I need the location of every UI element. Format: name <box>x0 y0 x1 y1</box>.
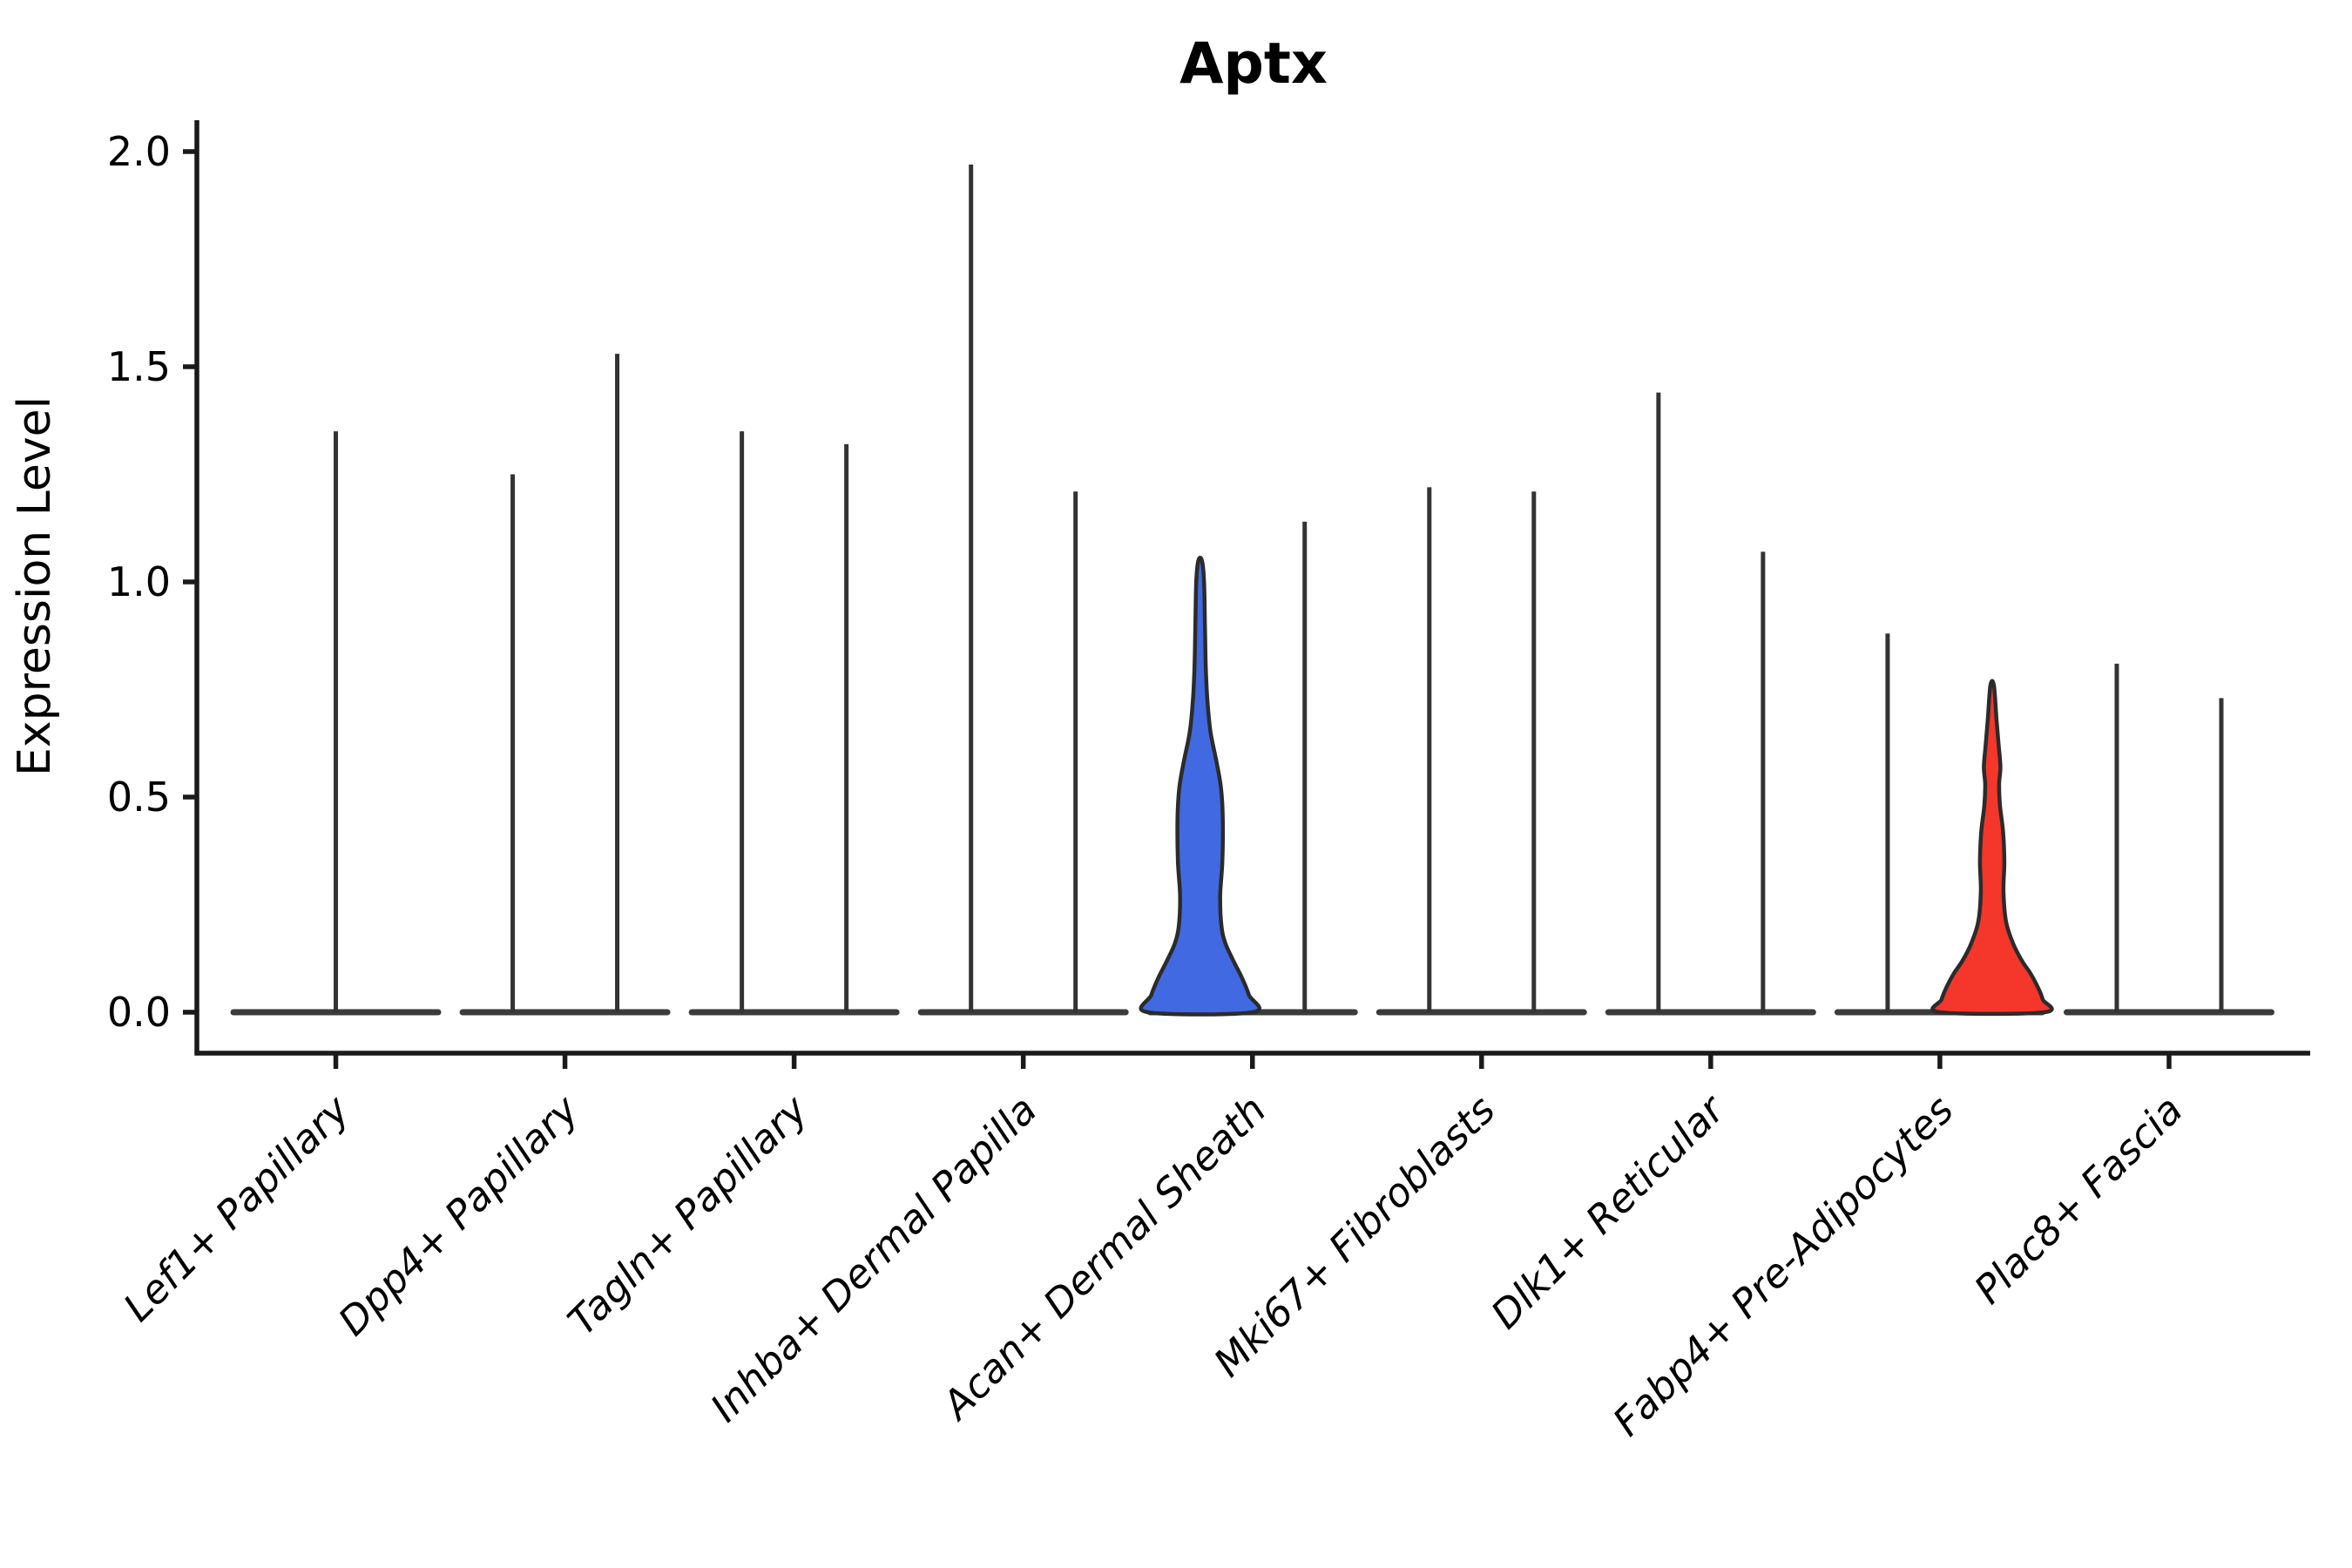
violin-filled-acan-dermal-sheath <box>1139 555 1261 1017</box>
zero-density-baseline <box>1375 1009 1587 1016</box>
chart-title: Aptx <box>1179 31 1328 97</box>
x-tick-label: Plac8+ Fascia <box>1965 1086 2192 1313</box>
x-tick-label: Tagln+ Papillary <box>559 1085 818 1344</box>
zero-density-baseline <box>1605 1009 1816 1016</box>
axes-layer <box>194 120 2310 1056</box>
y-tick-label: 1.5 <box>107 343 171 390</box>
x-tick-label: Dpp4+ Papillary <box>329 1085 588 1344</box>
y-tick-label: 0.0 <box>107 989 171 1036</box>
x-tick-label: Lef1+ Papillary <box>114 1085 359 1330</box>
zero-density-baseline <box>688 1009 900 1016</box>
zero-density-baseline <box>459 1009 671 1016</box>
violin-layer <box>334 164 2224 1017</box>
axis-spines <box>194 120 2310 1056</box>
y-tick-label: 1.0 <box>107 558 171 605</box>
y-tick-label: 2.0 <box>107 128 171 175</box>
violin-filled-fabp4-pre-adipocytes <box>1930 679 2054 1017</box>
zero-density-baseline <box>2063 1009 2274 1016</box>
y-tick-label: 0.5 <box>107 774 171 821</box>
zero-density-baseline <box>917 1009 1129 1016</box>
y-axis-label: Expression Level <box>9 396 61 776</box>
x-tick-label: Dlk1+ Reticular <box>1482 1085 1734 1338</box>
